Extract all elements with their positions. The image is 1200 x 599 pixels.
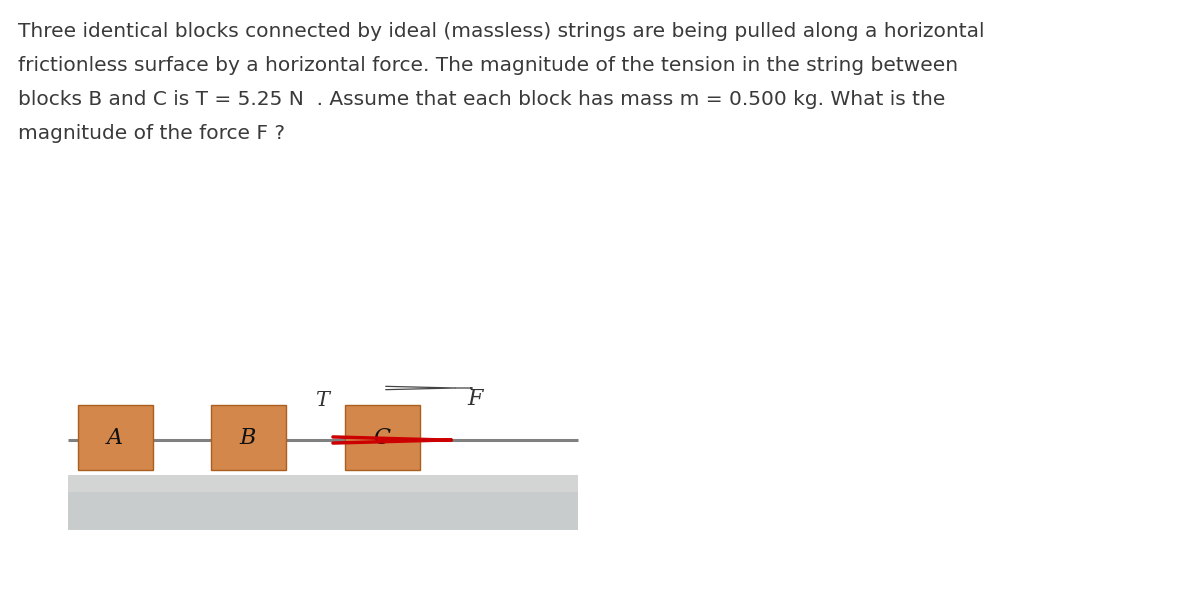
Text: magnitude of the force F ?: magnitude of the force F ? (18, 124, 286, 143)
Text: Three identical blocks connected by ideal (massless) strings are being pulled al: Three identical blocks connected by idea… (18, 22, 984, 41)
Text: T: T (316, 391, 329, 410)
Text: frictionless surface by a horizontal force. The magnitude of the tension in the : frictionless surface by a horizontal for… (18, 56, 958, 75)
Text: C: C (373, 426, 390, 449)
Bar (68, 475, 578, 492)
Text: F: F (467, 388, 482, 410)
Bar (210, 405, 286, 470)
Bar (68, 475, 578, 530)
Bar (78, 405, 152, 470)
Text: A: A (107, 426, 124, 449)
Bar (344, 405, 420, 470)
Text: blocks B and C is T = 5.25 N  . Assume that each block has mass m = 0.500 kg. Wh: blocks B and C is T = 5.25 N . Assume th… (18, 90, 946, 109)
Text: B: B (240, 426, 256, 449)
